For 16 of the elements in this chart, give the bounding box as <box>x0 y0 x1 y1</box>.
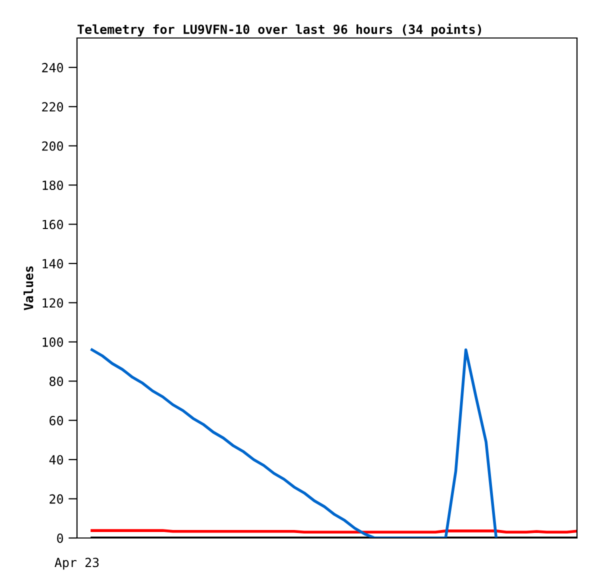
y-axis-title: Values <box>24 266 34 310</box>
y-tick-label: 120 <box>42 298 63 308</box>
y-tick-label: 180 <box>42 180 63 190</box>
y-tick-label: 240 <box>42 62 63 72</box>
y-tick-label: 20 <box>50 494 63 504</box>
y-tick-label: 220 <box>42 102 63 112</box>
y-tick-label: 160 <box>42 220 63 230</box>
y-tick-label: 40 <box>49 455 63 465</box>
y-tick-label: 140 <box>42 258 63 268</box>
chart-title: Telemetry for LU9VFN-10 over last 96 hours (34 points) <box>78 24 482 36</box>
y-tick-label: 60 <box>50 416 63 426</box>
y-tick-label: 200 <box>42 141 63 151</box>
y-tick-label: 100 <box>42 337 63 347</box>
text: Apr 23 <box>54 558 99 570</box>
y-tick-label: 80 <box>50 376 63 386</box>
y-tick-label: 0 <box>57 534 63 543</box>
